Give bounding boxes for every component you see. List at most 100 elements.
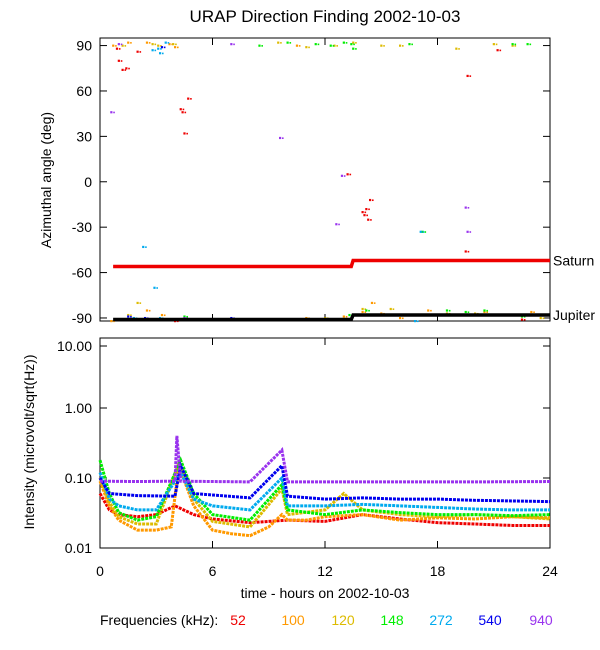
data-point bbox=[368, 309, 370, 312]
data-point bbox=[402, 317, 404, 320]
data-point bbox=[160, 48, 162, 50]
data-point bbox=[168, 43, 171, 46]
y-tick-label: 0 bbox=[84, 174, 92, 190]
data-point bbox=[130, 42, 132, 44]
x-tick-label: 0 bbox=[96, 563, 104, 579]
y-tick-label: -60 bbox=[72, 265, 92, 281]
data-point bbox=[361, 211, 364, 214]
data-point bbox=[364, 211, 367, 214]
data-point bbox=[380, 44, 383, 47]
legend-freq-272: 272 bbox=[429, 612, 453, 628]
series-120khz bbox=[121, 41, 545, 321]
data-point bbox=[389, 307, 392, 311]
data-point bbox=[124, 45, 127, 47]
x-tick-label: 18 bbox=[430, 563, 446, 579]
data-point bbox=[424, 231, 427, 233]
chart-title: URAP Direction Finding 2002-10-03 bbox=[190, 7, 461, 26]
data-point bbox=[183, 315, 186, 318]
data-point bbox=[417, 320, 419, 323]
data-point bbox=[157, 44, 160, 47]
data-point bbox=[430, 309, 432, 312]
data-point bbox=[172, 43, 175, 46]
saturn-label: Saturn bbox=[553, 252, 594, 268]
data-point bbox=[156, 287, 158, 289]
data-point bbox=[120, 60, 123, 62]
data-point bbox=[162, 52, 164, 55]
data-point bbox=[145, 309, 149, 312]
top-panel: Azimuthal angle (deg) 90 60 30 0 -30 -60 -90 S… bbox=[38, 37, 595, 326]
data-point bbox=[117, 59, 120, 62]
data-point bbox=[345, 315, 348, 318]
y-tick-label: -90 bbox=[72, 310, 92, 326]
data-point bbox=[113, 111, 115, 114]
data-point bbox=[383, 45, 385, 47]
top-x-ticks bbox=[99, 38, 551, 321]
legend-freq-120: 120 bbox=[331, 612, 355, 628]
data-point bbox=[363, 214, 366, 217]
legend-freq-940: 940 bbox=[529, 612, 553, 628]
data-point bbox=[258, 44, 261, 47]
data-point bbox=[368, 208, 370, 211]
data-point bbox=[139, 302, 142, 304]
data-point bbox=[184, 111, 187, 114]
data-point bbox=[496, 49, 499, 52]
data-point bbox=[136, 301, 139, 305]
data-point bbox=[110, 320, 113, 323]
data-point bbox=[338, 223, 340, 226]
data-point bbox=[342, 41, 345, 44]
series-52khz bbox=[115, 47, 526, 323]
data-point bbox=[125, 67, 128, 70]
data-point bbox=[530, 310, 533, 314]
data-point bbox=[130, 314, 132, 317]
data-point bbox=[495, 43, 498, 46]
data-point bbox=[514, 45, 517, 47]
data-point bbox=[186, 315, 188, 318]
frequency-legend: Frequencies (kHz): 52 100 120 148 272 540 940 bbox=[100, 612, 553, 628]
data-point bbox=[110, 111, 113, 114]
data-point bbox=[329, 44, 332, 47]
data-point bbox=[154, 43, 157, 46]
data-point bbox=[282, 137, 284, 139]
data-point bbox=[148, 309, 151, 312]
data-point bbox=[467, 206, 470, 209]
data-point bbox=[127, 313, 130, 317]
data-point bbox=[520, 318, 524, 321]
data-point bbox=[369, 198, 372, 202]
data-point bbox=[160, 313, 164, 317]
top-y-ticks: 90 60 30 0 -30 -60 -90 bbox=[72, 38, 550, 326]
x-axis-label: time - hours on 2002-10-03 bbox=[241, 585, 410, 601]
data-point bbox=[352, 41, 355, 44]
data-point bbox=[445, 309, 449, 312]
data-point bbox=[277, 41, 280, 44]
data-point bbox=[542, 317, 545, 320]
data-point bbox=[175, 43, 177, 46]
data-point bbox=[455, 47, 458, 50]
data-point bbox=[355, 48, 357, 50]
y-tick-label: 60 bbox=[76, 83, 92, 99]
x-tick-label: 12 bbox=[317, 563, 333, 579]
data-point bbox=[305, 46, 308, 49]
data-point bbox=[128, 67, 130, 70]
data-point bbox=[419, 230, 422, 233]
data-point bbox=[539, 316, 542, 320]
data-point bbox=[164, 41, 167, 44]
data-point bbox=[113, 320, 115, 323]
series-100khz-line bbox=[98, 465, 551, 538]
data-point bbox=[492, 43, 495, 46]
data-point bbox=[511, 44, 514, 47]
data-point bbox=[286, 41, 289, 44]
data-point bbox=[153, 286, 156, 289]
data-point bbox=[414, 320, 417, 323]
series-272khz bbox=[132, 41, 425, 323]
data-point bbox=[182, 108, 185, 111]
data-point bbox=[160, 46, 164, 49]
data-point bbox=[230, 43, 233, 46]
data-point bbox=[529, 43, 532, 46]
data-point bbox=[121, 68, 124, 71]
data-point bbox=[346, 173, 349, 176]
data-point bbox=[160, 45, 162, 47]
data-point bbox=[177, 46, 179, 49]
data-point bbox=[136, 50, 139, 53]
y-tick-label: 0.01 bbox=[65, 540, 92, 556]
data-point bbox=[145, 246, 147, 248]
